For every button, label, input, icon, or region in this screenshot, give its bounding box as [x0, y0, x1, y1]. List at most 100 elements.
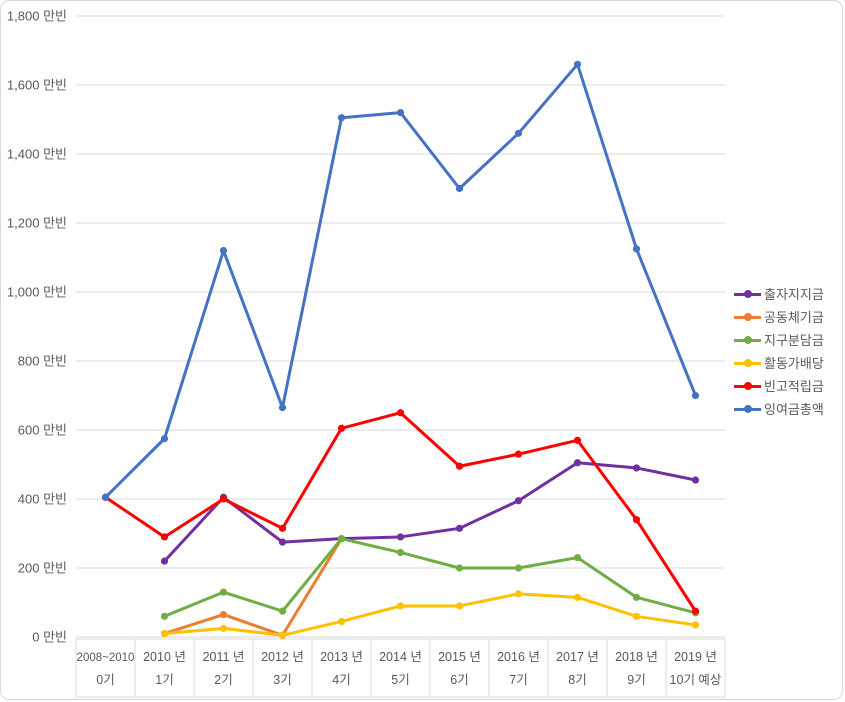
legend-item-0[interactable]: 출자지지금 [734, 282, 842, 305]
x-axis-term-label: 0기 [96, 673, 114, 687]
series-point-5[interactable] [455, 184, 464, 193]
legend-item-5[interactable]: 잉여금총액 [734, 397, 842, 420]
x-axis-year-label: 2017 년 [556, 650, 599, 664]
legend-label: 활동가배당 [764, 356, 824, 371]
legend-line-marker-icon [734, 335, 761, 345]
x-axis-year-label: 2012 년 [261, 650, 304, 664]
series-line-0[interactable] [163, 461, 697, 563]
series-point-0[interactable] [632, 464, 641, 472]
series-line-3[interactable] [163, 592, 697, 637]
series-point-2[interactable] [514, 564, 523, 572]
legend-line-marker-icon [734, 358, 761, 368]
series-point-5[interactable] [396, 109, 405, 117]
series-point-4[interactable] [396, 409, 405, 417]
series-point-3[interactable] [278, 631, 287, 639]
x-axis-term-label: 2기 [214, 673, 232, 687]
series-point-4[interactable] [514, 450, 523, 458]
series-point-3[interactable] [396, 602, 405, 610]
series-point-3[interactable] [632, 612, 641, 620]
x-axis-year-label: 2008~2010 [77, 652, 135, 664]
x-axis-term-label: 3기 [273, 673, 291, 687]
series-point-5[interactable] [573, 60, 582, 68]
legend-label: 지구분담금 [764, 333, 824, 348]
x-axis-year-label: 2015 년 [438, 650, 481, 664]
series-point-2[interactable] [396, 548, 405, 557]
y-axis-tick-label: 1,800 만빈 [7, 9, 67, 24]
legend-line-marker-icon [734, 312, 761, 322]
series-point-0[interactable] [396, 533, 405, 541]
series-point-5[interactable] [160, 435, 169, 443]
series-point-5[interactable] [219, 247, 228, 255]
series-point-0[interactable] [278, 538, 287, 546]
series-point-0[interactable] [455, 524, 464, 532]
x-axis-year-label: 2011 년 [203, 650, 245, 664]
series-point-3[interactable] [573, 593, 582, 601]
y-axis-tick-label: 1,000 만빈 [7, 285, 67, 300]
series-point-2[interactable] [160, 612, 169, 620]
series-point-2[interactable] [219, 588, 228, 596]
series-point-4[interactable] [337, 424, 346, 432]
y-axis-tick-label: 200 만빈 [18, 561, 67, 576]
x-axis-term-label: 4기 [332, 673, 350, 687]
x-axis-term-label: 10기 예상 [670, 673, 722, 687]
series-line-2[interactable] [163, 537, 697, 618]
series-point-0[interactable] [573, 459, 582, 467]
series-point-5[interactable] [101, 493, 110, 501]
series-point-0[interactable] [160, 557, 169, 565]
legend-label: 공동체기금 [764, 310, 824, 325]
series-point-2[interactable] [632, 593, 641, 601]
y-axis-tick-label: 1,400 만빈 [7, 147, 67, 162]
y-axis-tick-label: 1,200 만빈 [7, 216, 67, 231]
series-point-3[interactable] [160, 629, 169, 638]
series-point-3[interactable] [455, 602, 464, 610]
legend-item-3[interactable]: 활동가배당 [734, 351, 842, 374]
series-point-3[interactable] [691, 621, 700, 629]
series-line-1[interactable] [163, 537, 343, 637]
x-axis-term-label: 5기 [391, 673, 409, 687]
series-point-0[interactable] [691, 476, 700, 484]
legend-line-marker-icon [734, 381, 761, 391]
series-line-4[interactable] [104, 411, 697, 613]
legend-item-4[interactable]: 빈고적립금 [734, 374, 842, 397]
series-point-5[interactable] [514, 129, 523, 137]
series-point-4[interactable] [573, 436, 582, 444]
x-axis-term-label: 9기 [627, 673, 645, 687]
series-point-4[interactable] [160, 533, 169, 541]
x-axis-year-label: 2013 년 [320, 650, 363, 664]
series-point-5[interactable] [278, 403, 287, 412]
x-axis-year-label: 2014 년 [379, 650, 422, 664]
y-axis-tick-label: 1,600 만빈 [7, 78, 67, 93]
x-axis-year-label: 2019 년 [674, 650, 717, 664]
series-point-2[interactable] [337, 535, 346, 543]
y-axis-tick-label: 600 만빈 [18, 423, 67, 438]
series-point-1[interactable] [219, 610, 228, 619]
legend-item-1[interactable]: 공동체기금 [734, 305, 842, 328]
series-point-3[interactable] [219, 624, 228, 632]
series-point-4[interactable] [278, 524, 287, 532]
series-point-4[interactable] [632, 516, 641, 524]
x-axis-term-label: 1기 [155, 673, 173, 687]
series-point-3[interactable] [514, 590, 523, 598]
x-axis-year-label: 2010 년 [143, 650, 186, 664]
legend-label: 잉여금총액 [764, 402, 824, 417]
series-point-2[interactable] [573, 554, 582, 562]
series-point-4[interactable] [455, 462, 464, 470]
series-line-5[interactable] [104, 62, 697, 499]
legend-line-marker-icon [734, 404, 761, 414]
series-point-3[interactable] [337, 617, 346, 626]
series-point-2[interactable] [278, 607, 287, 615]
series-point-4[interactable] [219, 495, 228, 503]
x-axis-term-label: 8기 [568, 673, 586, 687]
series-point-0[interactable] [514, 497, 523, 505]
series-point-5[interactable] [632, 245, 641, 253]
series-point-5[interactable] [337, 114, 346, 122]
legend-item-2[interactable]: 지구분담금 [734, 328, 842, 351]
x-axis-term-label: 7기 [509, 673, 527, 687]
series-point-2[interactable] [455, 564, 464, 572]
series-point-5[interactable] [691, 391, 700, 400]
series-point-4[interactable] [691, 607, 700, 615]
y-axis-tick-label: 0 만빈 [32, 630, 67, 645]
